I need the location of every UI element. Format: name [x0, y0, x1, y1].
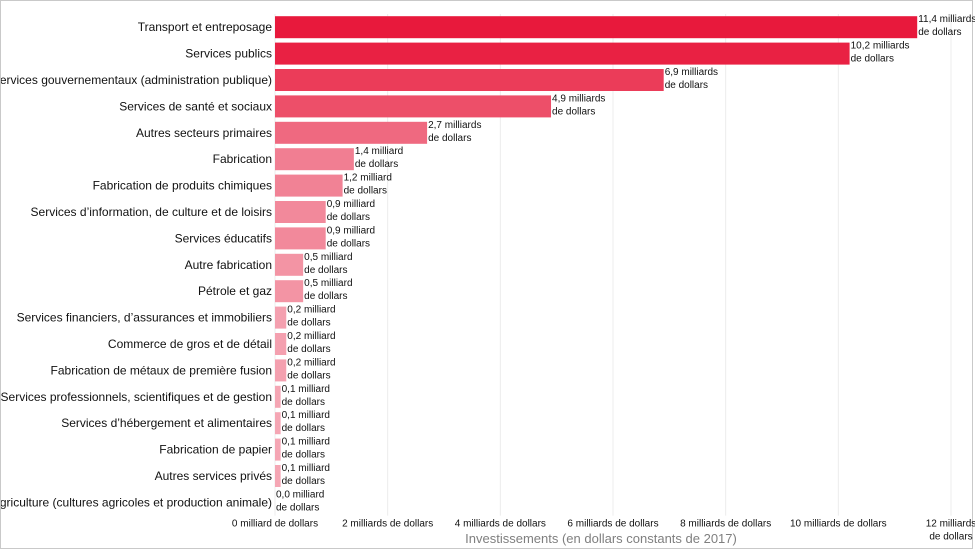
- value-label-2-0: 6,9 milliards: [665, 67, 718, 78]
- category-label-10: Pétrole et gaz: [198, 284, 272, 298]
- x-tick-label-1-0: 2 milliards de dollars: [342, 519, 433, 530]
- value-label-7-1: de dollars: [327, 212, 370, 223]
- value-label-5-1: de dollars: [355, 159, 398, 170]
- category-label-17: Autres services privés: [155, 469, 272, 483]
- bar-11: [275, 306, 287, 329]
- value-label-6-0: 1,2 milliard: [344, 173, 392, 184]
- category-label-5: Fabrication: [213, 152, 272, 166]
- bars: [275, 16, 918, 487]
- bar-6: [275, 174, 343, 197]
- x-tick-label-2-0: 4 milliards de dollars: [455, 519, 546, 530]
- category-label-14: Services professionnels, scientifiques e…: [1, 390, 272, 404]
- value-label-17-1: de dollars: [282, 476, 325, 487]
- category-label-15: Services d’hébergement et alimentaires: [61, 416, 272, 430]
- value-label-11-1: de dollars: [287, 318, 330, 329]
- value-label-3-1: de dollars: [552, 106, 595, 117]
- bar-0: [275, 16, 918, 39]
- value-label-3-0: 4,9 milliards: [552, 93, 605, 104]
- x-axis-label: Investissements (en dollars constants de…: [465, 531, 737, 546]
- category-label-6: Fabrication de produits chimiques: [93, 179, 272, 193]
- value-label-5-0: 1,4 milliard: [355, 146, 403, 157]
- value-labels: 11,4 milliards de dollars 10,2 milliards de…: [276, 14, 975, 513]
- value-label-0-0: 11,4 milliards: [918, 14, 975, 25]
- value-label-11-0: 0,2 milliard: [287, 305, 335, 316]
- category-labels: Transport et entreposage Services publics…: [1, 20, 272, 509]
- value-label-15-1: de dollars: [282, 423, 325, 434]
- category-label-0: Transport et entreposage: [138, 20, 273, 34]
- x-tick-label-0-0: 0 milliard de dollars: [232, 519, 318, 530]
- value-label-14-0: 0,1 milliard: [282, 384, 330, 395]
- x-tick-label-6-1: de dollars: [929, 532, 972, 543]
- category-label-1: Services publics: [185, 47, 272, 61]
- bar-5: [275, 148, 354, 171]
- category-label-18: Agriculture (cultures agricoles et produ…: [1, 495, 272, 509]
- value-label-12-1: de dollars: [287, 344, 330, 355]
- x-tick-label-6-0: 12 milliards: [926, 519, 975, 530]
- bar-14: [275, 385, 281, 408]
- value-label-10-0: 0,5 milliard: [304, 278, 352, 289]
- value-label-15-0: 0,1 milliard: [282, 410, 330, 421]
- bar-10: [275, 280, 304, 303]
- bar-2: [275, 69, 664, 91]
- value-label-1-0: 10,2 milliards: [851, 41, 910, 52]
- category-label-9: Autre fabrication: [185, 258, 272, 272]
- category-label-16: Fabrication de papier: [159, 443, 272, 457]
- value-label-7-0: 0,9 milliard: [327, 199, 375, 210]
- value-label-4-1: de dollars: [428, 133, 471, 144]
- value-label-9-1: de dollars: [304, 265, 347, 276]
- category-label-7: Services d’information, de culture et de…: [31, 205, 272, 219]
- value-label-13-1: de dollars: [287, 370, 330, 381]
- value-label-16-0: 0,1 milliard: [282, 437, 330, 448]
- bar-17: [275, 465, 281, 487]
- category-label-12: Commerce de gros et de détail: [108, 337, 272, 351]
- value-label-13-0: 0,2 milliard: [287, 357, 335, 368]
- value-label-4-0: 2,7 milliards: [428, 120, 481, 131]
- bar-15: [275, 412, 281, 435]
- bar-7: [275, 201, 326, 223]
- bar-3: [275, 95, 552, 118]
- value-label-17-0: 0,1 milliard: [282, 463, 330, 474]
- value-label-0-1: de dollars: [918, 27, 961, 38]
- category-label-2: Services gouvernementaux (administration…: [1, 73, 272, 87]
- value-label-1-1: de dollars: [851, 54, 894, 65]
- value-label-6-1: de dollars: [344, 186, 387, 197]
- value-label-8-1: de dollars: [327, 238, 370, 249]
- x-tick-label-4-0: 8 milliards de dollars: [680, 519, 771, 530]
- x-tick-labels: 0 milliard de dollars 2 milliards de doll…: [232, 519, 975, 543]
- bar-12: [275, 333, 287, 355]
- bar-16: [275, 438, 281, 461]
- value-label-10-1: de dollars: [304, 291, 347, 302]
- value-label-18-0: 0,0 milliard: [276, 489, 324, 500]
- category-label-4: Autres secteurs primaires: [136, 126, 272, 140]
- category-label-8: Services éducatifs: [175, 231, 272, 245]
- value-label-18-1: de dollars: [276, 502, 319, 513]
- bar-8: [275, 227, 326, 250]
- bar-9: [275, 253, 304, 276]
- value-label-12-0: 0,2 milliard: [287, 331, 335, 342]
- bar-4: [275, 121, 428, 144]
- value-label-8-0: 0,9 milliard: [327, 225, 375, 236]
- value-label-9-0: 0,5 milliard: [304, 252, 352, 263]
- category-label-3: Services de santé et sociaux: [119, 99, 272, 113]
- value-label-2-1: de dollars: [665, 80, 708, 91]
- category-label-13: Fabrication de métaux de première fusion: [51, 363, 272, 377]
- category-label-11: Services financiers, d’assurances et imm…: [17, 311, 272, 325]
- bar-1: [275, 42, 850, 65]
- value-label-14-1: de dollars: [282, 397, 325, 408]
- bar-13: [275, 359, 287, 382]
- x-tick-label-5-0: 10 milliards de dollars: [790, 519, 887, 530]
- x-tick-label-3-0: 6 milliards de dollars: [567, 519, 658, 530]
- value-label-16-1: de dollars: [282, 450, 325, 461]
